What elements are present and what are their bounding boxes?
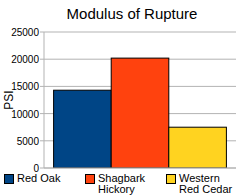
legend-swatch	[166, 174, 176, 184]
title: Modulus of Rupture	[67, 5, 198, 22]
y-tick-label: 15000	[11, 81, 39, 92]
tick-mark	[40, 113, 44, 114]
legend-swatch	[4, 174, 14, 184]
y-tick-label: 20000	[11, 54, 39, 65]
bar	[54, 90, 112, 168]
y-axis	[44, 32, 45, 168]
bar	[169, 127, 227, 168]
tick-mark	[40, 32, 44, 33]
grid-line	[44, 168, 236, 169]
y-tick-label: 25000	[11, 27, 39, 38]
legend-label: Shagbark Hickory	[98, 173, 161, 195]
legend-label: Western Red Cedar	[179, 173, 242, 195]
tick-mark	[40, 59, 44, 60]
legend-swatch	[85, 174, 95, 184]
bars	[54, 58, 227, 168]
tick-mark	[40, 140, 44, 141]
tick-mark	[40, 86, 44, 87]
y-tick-label: 10000	[11, 109, 39, 120]
bar	[111, 58, 169, 168]
y-axis-label: PSI	[2, 90, 16, 109]
grid-line	[44, 32, 236, 33]
y-tick-label: 5000	[17, 136, 40, 147]
x-axis	[44, 168, 236, 169]
tick-mark	[40, 168, 44, 169]
legend-label: Red Oak	[17, 173, 80, 184]
chart: Modulus of RupturePSI0500010000150002000…	[0, 0, 243, 195]
chart-svg: Modulus of RupturePSI0500010000150002000…	[0, 0, 243, 195]
